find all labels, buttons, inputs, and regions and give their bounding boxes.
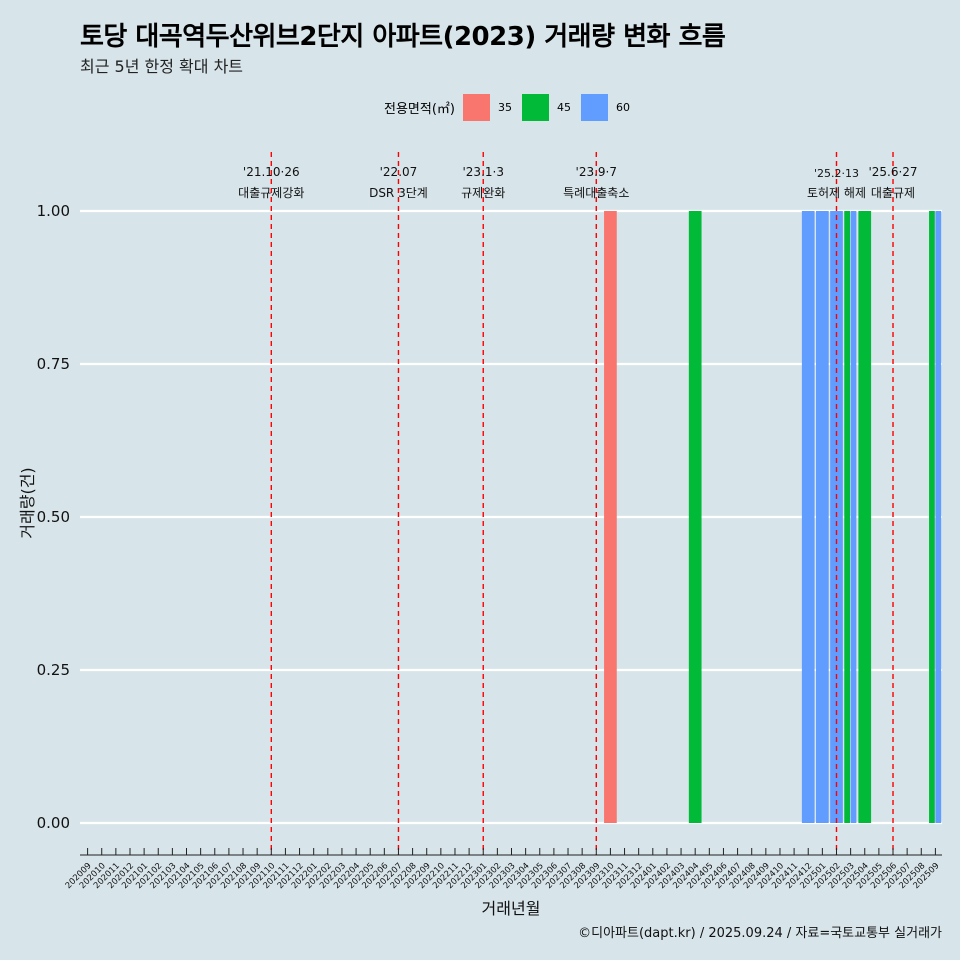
event-label: 대출규제강화 xyxy=(238,186,304,200)
legend-item-45: 45 xyxy=(521,93,571,121)
credit-text: ©디아파트(dapt.kr) / 2025.09.24 / 자료=국토교통부 실… xyxy=(578,926,942,941)
event-label: 특례대출축소 xyxy=(563,186,629,200)
legend-swatch-45 xyxy=(521,93,549,121)
y-axis-title: 거래량(건) xyxy=(18,467,37,538)
bar-202310-35 xyxy=(604,211,617,823)
event-label: 대출규제 xyxy=(871,186,915,200)
x-axis-title: 거래년월 xyxy=(482,899,541,918)
event-date: '23.1·3 xyxy=(463,165,504,179)
bar-202503-45 xyxy=(844,211,851,823)
event-date: '25.6·27 xyxy=(868,165,917,179)
y-tick-label: 0.75 xyxy=(37,355,70,373)
bar-202404-45 xyxy=(688,211,702,823)
event-label: 규제완화 xyxy=(461,186,505,200)
y-tick-label: 0.25 xyxy=(37,661,70,679)
legend-swatch-60 xyxy=(580,93,608,121)
bar-202509-45 xyxy=(929,211,935,823)
event-label: 토허제 해제 xyxy=(807,186,866,200)
event-label: DSR 3단계 xyxy=(369,186,428,200)
legend: 전용면적(㎡) 35 45 60 xyxy=(384,93,640,121)
legend-item-60: 60 xyxy=(580,93,630,121)
legend-label-45: 45 xyxy=(556,100,571,114)
event-date: '23.9·7 xyxy=(576,165,617,179)
legend-label-35: 35 xyxy=(497,100,512,114)
bar-202412-60 xyxy=(801,211,815,823)
chart-subtitle: 최근 5년 한정 확대 차트 xyxy=(80,57,244,76)
legend-label-60: 60 xyxy=(615,100,630,114)
y-tick-label: 0.00 xyxy=(37,814,70,832)
legend-item-35: 35 xyxy=(462,93,512,121)
bar-202509-60 xyxy=(935,211,942,823)
legend-swatch-35 xyxy=(462,93,490,121)
event-date: '25.2·13 xyxy=(814,167,859,180)
bar-202503-60 xyxy=(850,211,857,823)
event-date: '21.10·26 xyxy=(243,165,300,179)
chart-title: 토당 대곡역두산위브2단지 아파트(2023) 거래량 변화 흐름 xyxy=(80,22,726,52)
y-tick-label: 0.50 xyxy=(37,508,70,526)
legend-title: 전용면적(㎡) xyxy=(384,101,455,117)
bar-202504-45 xyxy=(858,211,872,823)
bar-202501-60 xyxy=(816,211,829,823)
y-tick-label: 1.00 xyxy=(37,202,70,220)
event-date: '22.07 xyxy=(380,165,418,179)
